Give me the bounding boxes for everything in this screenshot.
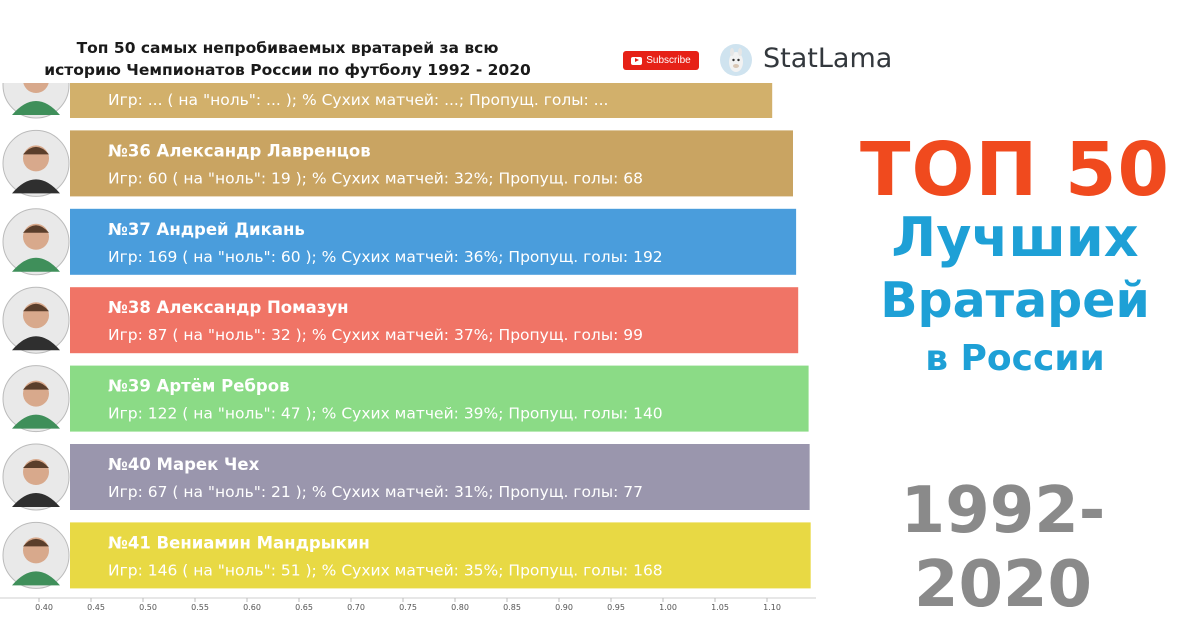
bar-title: №37 Андрей Дикань <box>108 220 305 239</box>
bar-title: №41 Вениамин Мандрыкин <box>108 533 370 552</box>
x-tick-label: 0.75 <box>399 603 417 612</box>
bar-subtitle: Игр: ... ( на "ноль": ... ); % Сухих мат… <box>108 91 608 109</box>
llama-logo-icon <box>720 44 752 76</box>
player-avatar <box>2 83 70 119</box>
bar <box>70 208 797 275</box>
x-tick-label: 0.60 <box>243 603 261 612</box>
player-avatar <box>2 286 70 354</box>
bar-subtitle: Игр: 122 ( на "ноль": 47 ); % Сухих матч… <box>108 405 663 423</box>
bar <box>70 365 809 432</box>
promo-goalkeepers: Вратарей <box>880 272 1150 329</box>
x-tick-label: 0.50 <box>139 603 157 612</box>
bar-subtitle: Игр: 67 ( на "ноль": 21 ); % Сухих матче… <box>108 483 643 501</box>
x-tick-label: 0.70 <box>347 603 365 612</box>
bar-subtitle: Игр: 169 ( на "ноль": 60 ); % Сухих матч… <box>108 248 663 266</box>
promo-panel: ТОП 50 Лучших Вратарей в России 1992-202… <box>830 0 1200 630</box>
x-tick-label: 0.55 <box>191 603 209 612</box>
bar <box>70 287 799 354</box>
bar-title: №38 Александр Помазун <box>108 298 349 317</box>
promo-best: Лучших <box>891 206 1139 269</box>
x-tick-label: 0.45 <box>87 603 105 612</box>
bars-group: Игр: ... ( на "ноль": ... ); % Сухих мат… <box>2 83 811 589</box>
bar <box>70 522 811 589</box>
brand-name: StatLama <box>763 43 893 74</box>
x-tick-label: 0.95 <box>607 603 625 612</box>
bar-subtitle: Игр: 87 ( на "ноль": 32 ); % Сухих матче… <box>108 326 643 344</box>
bar-subtitle: Игр: 60 ( на "ноль": 19 ); % Сухих матче… <box>108 169 643 187</box>
promo-russia: в России <box>925 338 1105 379</box>
promo-years: 1992-2020 <box>900 474 1106 622</box>
bar <box>70 83 773 118</box>
bar-chart: Игр: ... ( на "ноль": ... ); % Сухих мат… <box>0 83 816 612</box>
subscribe-button[interactable]: Subscribe <box>623 51 699 70</box>
player-avatar <box>2 443 70 511</box>
x-tick-label: 0.40 <box>35 603 53 612</box>
x-tick-label: 1.00 <box>659 603 677 612</box>
subscribe-label: Subscribe <box>646 55 691 66</box>
promo-top50: ТОП 50 <box>859 127 1171 213</box>
x-tick-label: 0.65 <box>295 603 313 612</box>
bar <box>70 130 793 197</box>
player-avatar <box>2 365 70 433</box>
x-tick-label: 1.10 <box>763 603 781 612</box>
x-tick-label: 0.85 <box>503 603 521 612</box>
bar-title: №39 Артём Ребров <box>108 377 290 396</box>
bar <box>70 444 810 510</box>
bar-title: №40 Марек Чех <box>108 455 260 474</box>
x-tick-label: 0.90 <box>555 603 573 612</box>
bar-subtitle: Игр: 146 ( на "ноль": 51 ); % Сухих матч… <box>108 561 663 579</box>
player-avatar <box>2 208 70 276</box>
player-avatar <box>2 129 70 197</box>
x-tick-label: 0.80 <box>451 603 469 612</box>
youtube-icon <box>631 56 643 65</box>
x-tick-label: 1.05 <box>711 603 729 612</box>
bar-title: №36 Александр Лавренцов <box>108 141 371 160</box>
chart-title: Топ 50 самых непробиваемых вратарей за в… <box>44 39 531 79</box>
player-avatar <box>2 521 70 589</box>
